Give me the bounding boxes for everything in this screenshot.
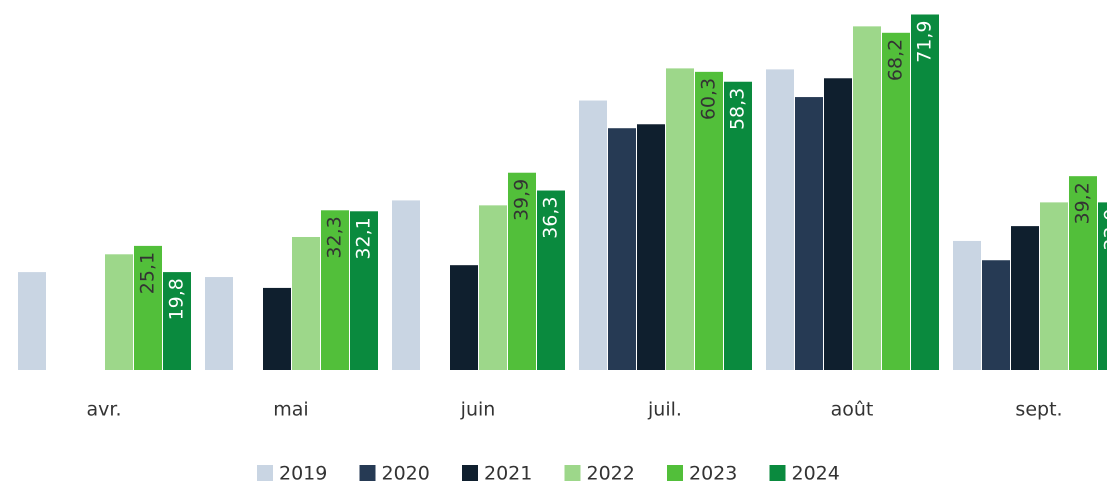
bar bbox=[292, 236, 320, 370]
bar bbox=[1040, 202, 1068, 370]
bar bbox=[537, 190, 565, 370]
bar bbox=[608, 128, 636, 370]
x-tick-label: mai bbox=[273, 399, 308, 421]
data-label: 39,2 bbox=[1072, 182, 1094, 224]
data-label: 32,3 bbox=[324, 216, 346, 258]
data-label: 71,9 bbox=[914, 20, 936, 62]
legend-swatch bbox=[359, 465, 376, 481]
x-tick-label: avr. bbox=[87, 399, 122, 421]
legend-swatch bbox=[564, 465, 581, 481]
data-label: 19,8 bbox=[166, 278, 188, 320]
bar bbox=[637, 124, 665, 370]
bar bbox=[479, 205, 507, 370]
bar bbox=[508, 172, 536, 370]
bar bbox=[766, 69, 794, 370]
legend-label: 2019 bbox=[279, 463, 327, 485]
data-label: 39,9 bbox=[511, 179, 533, 221]
bar bbox=[824, 78, 852, 371]
bar bbox=[724, 81, 752, 370]
bar bbox=[321, 210, 349, 370]
legend-label: 2023 bbox=[689, 463, 737, 485]
bar bbox=[1098, 202, 1107, 370]
bar bbox=[795, 97, 823, 371]
legend-label: 2020 bbox=[382, 463, 430, 485]
bar bbox=[163, 272, 191, 370]
data-label: 68,2 bbox=[885, 39, 907, 81]
bar bbox=[263, 287, 291, 370]
bar bbox=[105, 254, 133, 370]
legend-label: 2022 bbox=[587, 463, 635, 485]
x-tick-label: sept. bbox=[1015, 399, 1062, 421]
data-label: 36,3 bbox=[540, 197, 562, 239]
bar bbox=[666, 68, 694, 370]
bar bbox=[1011, 226, 1039, 370]
data-label: 32,1 bbox=[353, 217, 375, 259]
bar bbox=[392, 200, 420, 370]
legend-label: 2021 bbox=[484, 463, 532, 485]
data-label: 33,9 bbox=[1101, 208, 1107, 250]
bar bbox=[450, 265, 478, 370]
bar bbox=[1069, 176, 1097, 370]
legend-swatch bbox=[462, 465, 478, 481]
bar bbox=[579, 100, 607, 371]
bar bbox=[982, 260, 1010, 370]
data-label: 58,3 bbox=[727, 88, 749, 130]
bar bbox=[882, 32, 910, 371]
bar bbox=[134, 245, 162, 370]
bar bbox=[205, 277, 233, 370]
legend-label: 2024 bbox=[792, 463, 840, 485]
bar bbox=[695, 71, 723, 370]
x-tick-label: juin bbox=[460, 399, 496, 421]
data-label: 25,1 bbox=[137, 252, 159, 294]
bar bbox=[853, 26, 881, 370]
x-tick-label: juil. bbox=[647, 399, 682, 421]
bar bbox=[953, 240, 981, 370]
bar bbox=[18, 272, 46, 370]
legend-swatch bbox=[769, 465, 786, 481]
legend-swatch bbox=[667, 465, 683, 481]
x-tick-label: août bbox=[831, 399, 874, 421]
bar bbox=[350, 211, 378, 370]
data-label: 60,3 bbox=[698, 78, 720, 120]
bar bbox=[911, 14, 939, 370]
legend-swatch bbox=[257, 465, 273, 481]
